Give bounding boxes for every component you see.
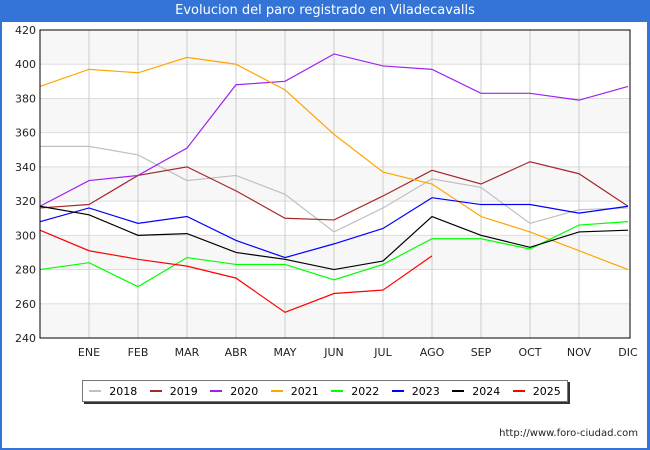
legend-label: 2020 — [230, 384, 259, 398]
legend-label: 2023 — [411, 384, 440, 398]
x-tick-label: SEP — [471, 346, 492, 359]
legend-label: 2024 — [472, 384, 501, 398]
legend-swatch — [331, 390, 344, 392]
x-tick-label: NOV — [567, 346, 592, 359]
legend-label: 2019 — [169, 384, 198, 398]
y-tick-label: 340 — [15, 161, 36, 174]
grid-band — [40, 30, 630, 65]
x-tick-label: DIC — [618, 346, 638, 359]
plot-border — [39, 29, 631, 339]
legend-item: 2018 — [89, 385, 137, 398]
x-tick-label: MAY — [274, 346, 297, 359]
series-line-2022 — [39, 221, 629, 288]
grid-band — [40, 166, 630, 202]
x-tick-label: ABR — [225, 346, 248, 359]
x-tick-label: MAR — [175, 346, 200, 359]
legend-swatch — [149, 390, 162, 392]
legend-label: 2021 — [290, 384, 319, 398]
x-tick-label: FEB — [128, 346, 149, 359]
grid-band — [40, 235, 630, 270]
legend-item: 2023 — [391, 384, 440, 398]
legend-swatch — [270, 390, 283, 392]
legend-item: 2025 — [512, 384, 561, 398]
x-tick-label: OCT — [518, 346, 541, 359]
legend-label: 2025 — [532, 384, 561, 398]
series-line-2020 — [39, 53, 629, 207]
legend-swatch — [512, 390, 525, 392]
legend-swatch — [391, 390, 404, 392]
series-line-2021 — [39, 56, 629, 271]
legend-item: 2021 — [270, 384, 319, 398]
legend-label: 2022 — [351, 384, 380, 398]
series-line-2024 — [39, 205, 629, 271]
chart-title: Evolucion del paro registrado en Viladec… — [175, 3, 475, 18]
grid-band — [40, 303, 630, 338]
y-tick-label: 280 — [15, 264, 36, 277]
x-tick-label: JUL — [373, 346, 392, 359]
chart-legend: 2018 2019 2020 2021 2022 2023 2024 2025 — [82, 380, 568, 402]
legend-item: 2024 — [452, 385, 500, 398]
y-tick-label: 360 — [15, 127, 36, 140]
series-line-2018 — [40, 145, 629, 233]
legend-item: 2020 — [210, 385, 258, 398]
y-tick-label: 240 — [15, 332, 36, 345]
legend-item: 2019 — [149, 384, 198, 398]
legend-swatch — [89, 390, 102, 392]
source-credit: http://www.foro-ciudad.com — [499, 428, 638, 439]
series-line-2023 — [39, 197, 629, 259]
legend-label: 2018 — [109, 384, 138, 398]
y-tick-label: 380 — [15, 92, 36, 105]
x-tick-label: JUN — [323, 346, 344, 359]
y-tick-label: 320 — [15, 195, 36, 208]
y-tick-label: 400 — [15, 58, 36, 71]
y-tick-label: 420 — [15, 24, 36, 37]
y-tick-label: 260 — [15, 298, 36, 311]
legend-item: 2022 — [331, 385, 379, 398]
y-tick-label: 300 — [15, 229, 36, 242]
legend-swatch — [452, 390, 465, 392]
grid-band — [40, 98, 630, 133]
legend-swatch — [210, 390, 223, 392]
x-tick-label: ENE — [78, 346, 100, 359]
series-line-2025 — [39, 229, 433, 314]
x-tick-label: AGO — [420, 346, 445, 359]
